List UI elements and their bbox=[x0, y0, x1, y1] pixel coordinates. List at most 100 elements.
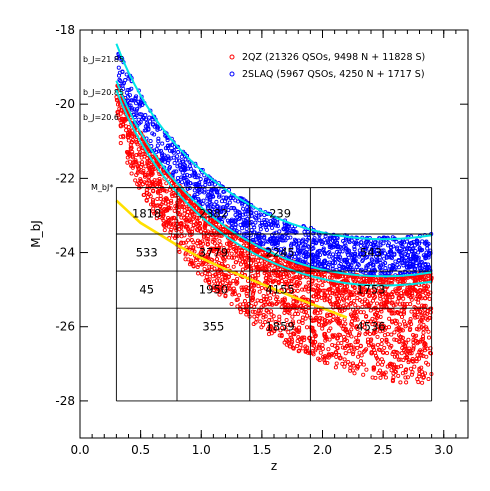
bin-count-label: 355 bbox=[202, 320, 224, 334]
data-point-2slaq bbox=[383, 261, 388, 266]
data-point-2slaq bbox=[183, 157, 188, 162]
data-point-2qz bbox=[319, 323, 324, 328]
data-point-2slaq bbox=[196, 173, 201, 178]
data-point-2qz bbox=[337, 308, 343, 313]
data-point-2qz bbox=[313, 317, 318, 323]
data-point-2qz bbox=[310, 328, 316, 333]
data-point-2qz bbox=[214, 257, 220, 262]
data-point-2slaq bbox=[154, 147, 159, 152]
data-point-2qz bbox=[224, 252, 229, 257]
data-point-2qz bbox=[359, 299, 365, 304]
data-point-2slaq bbox=[389, 254, 394, 260]
data-point-2qz bbox=[115, 102, 121, 107]
data-point-2slaq bbox=[210, 188, 215, 193]
data-point-2slaq bbox=[134, 107, 140, 112]
data-point-2qz bbox=[263, 320, 268, 325]
data-point-2qz bbox=[206, 249, 211, 254]
data-point-2slaq bbox=[317, 261, 322, 266]
bin-count-label: 1818 bbox=[132, 207, 161, 221]
data-point-2qz bbox=[349, 319, 354, 324]
data-point-2qz bbox=[330, 291, 335, 296]
data-point-2slaq bbox=[374, 258, 379, 263]
data-point-2slaq bbox=[172, 160, 177, 166]
data-point-2slaq bbox=[301, 259, 306, 264]
x-tick-label: 0.5 bbox=[131, 443, 150, 457]
data-point-2qz bbox=[291, 321, 296, 326]
data-point-2slaq bbox=[124, 72, 129, 77]
data-point-2qz bbox=[381, 297, 386, 302]
data-point-2slaq bbox=[288, 235, 293, 240]
data-point-2slaq bbox=[426, 253, 431, 258]
data-point-2qz bbox=[292, 326, 297, 331]
data-point-2slaq bbox=[301, 237, 306, 242]
data-point-2qz bbox=[296, 349, 301, 354]
data-point-2qz bbox=[278, 275, 283, 280]
data-point-2qz bbox=[396, 373, 401, 378]
data-point-2slaq bbox=[358, 243, 363, 248]
data-point-2qz bbox=[321, 288, 326, 293]
data-point-2qz bbox=[425, 311, 430, 316]
data-point-2qz bbox=[204, 236, 209, 241]
data-point-2qz bbox=[214, 274, 219, 279]
data-point-2qz bbox=[300, 346, 305, 351]
data-point-2qz bbox=[238, 310, 243, 315]
data-point-2qz bbox=[226, 248, 231, 253]
data-point-2slaq bbox=[322, 250, 327, 255]
data-point-2qz bbox=[212, 283, 217, 288]
data-point-2qz bbox=[245, 308, 250, 313]
data-point-2slaq bbox=[200, 201, 205, 206]
data-point-2slaq bbox=[372, 247, 377, 253]
data-point-2qz bbox=[331, 273, 336, 278]
data-point-2qz bbox=[208, 218, 213, 223]
data-point-2qz bbox=[328, 312, 333, 317]
data-point-2qz bbox=[196, 244, 201, 249]
data-point-2qz bbox=[320, 346, 325, 351]
data-point-2qz bbox=[305, 348, 310, 353]
data-point-2slaq bbox=[389, 245, 394, 250]
data-point-2qz bbox=[197, 221, 203, 226]
data-point-2qz bbox=[393, 321, 398, 326]
y-tick-label: -20 bbox=[55, 97, 75, 111]
data-point-2qz bbox=[150, 197, 156, 202]
data-point-2slaq bbox=[417, 262, 422, 267]
data-point-2qz bbox=[408, 317, 413, 322]
data-point-2qz bbox=[253, 273, 258, 278]
data-point-2slaq bbox=[229, 217, 234, 222]
data-point-2qz bbox=[320, 283, 325, 288]
data-point-2slaq bbox=[381, 248, 386, 253]
data-point-2slaq bbox=[289, 241, 294, 246]
data-point-2qz bbox=[195, 224, 200, 229]
data-point-2slaq bbox=[178, 163, 183, 168]
data-point-2qz bbox=[227, 281, 232, 286]
bin-count-label: 4536 bbox=[356, 320, 385, 334]
data-point-2qz bbox=[172, 208, 177, 213]
data-point-2slaq bbox=[175, 154, 180, 159]
data-point-2slaq bbox=[223, 212, 229, 217]
data-point-2qz bbox=[332, 333, 337, 338]
data-point-2qz bbox=[175, 210, 180, 215]
data-point-2qz bbox=[321, 354, 326, 359]
data-point-2qz bbox=[223, 294, 228, 299]
data-point-2qz bbox=[380, 292, 385, 297]
mstar-curve bbox=[115, 199, 348, 319]
data-point-2qz bbox=[251, 321, 256, 327]
data-point-2slaq bbox=[207, 182, 212, 187]
data-point-2qz bbox=[204, 230, 209, 236]
data-point-2qz bbox=[212, 279, 217, 284]
data-point-2qz bbox=[402, 319, 407, 324]
data-point-2qz bbox=[270, 280, 275, 285]
data-point-2qz bbox=[227, 243, 232, 248]
data-point-2qz bbox=[273, 326, 278, 331]
data-point-2qz bbox=[268, 327, 273, 332]
data-point-2qz bbox=[303, 266, 308, 271]
data-point-2qz bbox=[411, 346, 416, 351]
data-point-2slaq bbox=[209, 181, 214, 186]
data-point-2slaq bbox=[301, 242, 306, 247]
data-point-2qz bbox=[394, 327, 399, 332]
data-point-2qz bbox=[284, 285, 289, 290]
data-point-2qz bbox=[395, 354, 400, 359]
data-point-2slaq bbox=[125, 87, 130, 93]
data-point-2qz bbox=[311, 294, 316, 299]
data-point-2qz bbox=[234, 279, 239, 284]
data-point-2slaq bbox=[148, 138, 153, 144]
